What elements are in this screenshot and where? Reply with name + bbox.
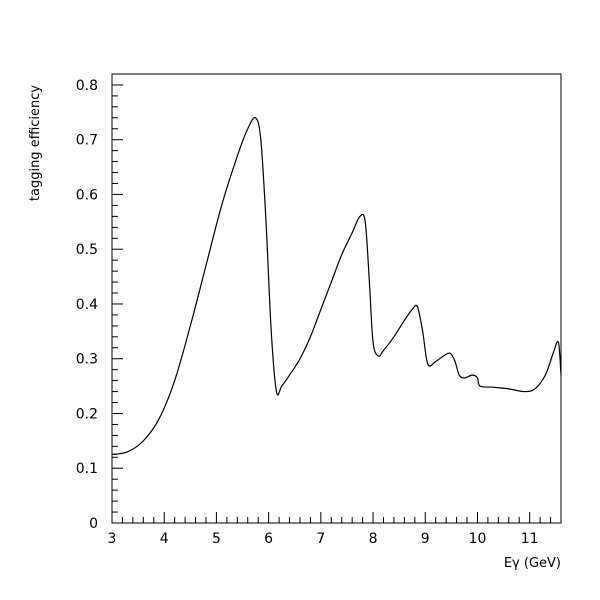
series-group bbox=[111, 116, 562, 456]
x-tick-label: 10 bbox=[469, 531, 487, 547]
y-tick-label: 0 bbox=[89, 516, 98, 532]
y-tick-label: 0.2 bbox=[76, 406, 98, 422]
y-tick-label: 0.4 bbox=[76, 297, 98, 313]
x-tick-label: 6 bbox=[264, 531, 273, 547]
y-axis-tick-labels: 0 0.1 0.2 0.3 0.4 0.5 0.6 0.7 0.8 bbox=[76, 78, 98, 532]
series-line bbox=[111, 116, 562, 456]
plot-frame bbox=[111, 73, 562, 524]
x-tick-label: 3 bbox=[108, 531, 117, 547]
y-axis-ticks bbox=[112, 73, 123, 524]
x-axis-tick-labels: 3 4 5 6 7 8 9 10 11 bbox=[108, 531, 539, 547]
y-tick-label: 0.3 bbox=[76, 352, 98, 368]
x-tick-label: 5 bbox=[212, 531, 221, 547]
y-axis-label: tagging efficiency bbox=[28, 85, 43, 202]
x-tick-label: 4 bbox=[160, 531, 169, 547]
y-tick-label: 0.7 bbox=[76, 133, 98, 149]
x-axis-label: Eγ (GeV) bbox=[504, 556, 561, 571]
y-tick-label: 0.8 bbox=[76, 78, 98, 94]
x-tick-label: 8 bbox=[369, 531, 378, 547]
y-tick-label: 0.1 bbox=[76, 461, 98, 477]
x-tick-label: 11 bbox=[521, 531, 539, 547]
y-tick-label: 0.6 bbox=[76, 187, 98, 203]
x-tick-label: 9 bbox=[421, 531, 430, 547]
y-tick-label: 0.5 bbox=[76, 242, 98, 258]
x-tick-label: 7 bbox=[316, 531, 325, 547]
x-axis-ticks bbox=[111, 512, 562, 523]
